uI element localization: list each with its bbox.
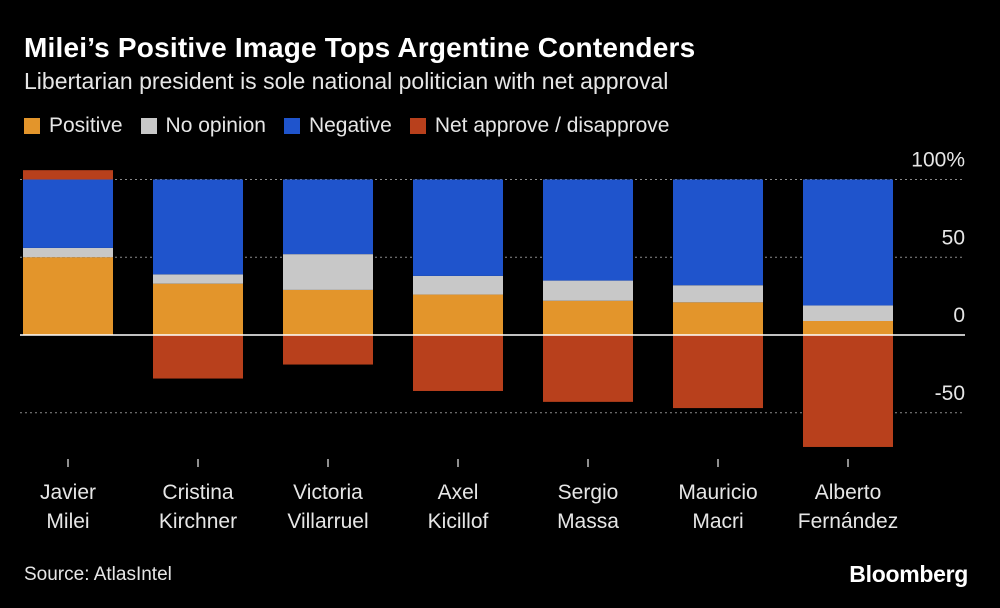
bar-negative-5: [673, 179, 763, 286]
bar-net-0: [23, 170, 113, 180]
legend-item-positive: Positive: [24, 114, 123, 138]
bar-net-6: [803, 335, 893, 447]
bar-net-5: [673, 335, 763, 409]
x-tick-label-1-1: Kirchner: [159, 510, 237, 533]
legend-label-no-opinion: No opinion: [165, 114, 266, 137]
legend-swatch-no-opinion: [140, 118, 157, 134]
legend-label-positive: Positive: [49, 114, 123, 137]
y-tick-label-1: 50: [942, 226, 965, 249]
bar-positive-4: [543, 300, 633, 335]
bar-net-1: [153, 335, 243, 379]
bar-net-4: [543, 335, 633, 402]
bar-negative-0: [23, 179, 113, 248]
legend-swatch-net: [409, 118, 426, 134]
bar-no-opinion-6: [803, 305, 893, 322]
x-tick-label-3-1: Kicillof: [428, 510, 489, 533]
x-tick-label-0-0: Javier: [40, 481, 96, 504]
bar-net-2: [283, 335, 373, 365]
y-tick-label-2: 0: [953, 304, 965, 327]
x-tick-label-2-1: Villarruel: [287, 510, 368, 533]
bar-positive-6: [803, 321, 893, 335]
bar-positive-1: [153, 283, 243, 335]
x-tick-label-4-1: Massa: [557, 510, 619, 533]
bar-negative-1: [153, 179, 243, 275]
y-tick-label-3: -50: [935, 382, 965, 405]
legend-item-net: Net approve / disapprove: [409, 114, 670, 138]
bar-net-3: [413, 335, 503, 391]
bar-no-opinion-2: [283, 254, 373, 290]
chart-title: Milei’s Positive Image Tops Argentine Co…: [24, 32, 696, 63]
bar-positive-0: [23, 257, 113, 335]
x-tick-label-1-0: Cristina: [162, 481, 234, 504]
y-tick-label-0: 100%: [911, 149, 965, 172]
x-tick-label-6-0: Alberto: [815, 481, 882, 504]
x-tick-label-5-0: Mauricio: [678, 481, 757, 504]
bloomberg-logo: Bloomberg: [849, 561, 968, 587]
legend-label-negative: Negative: [308, 114, 392, 137]
x-tick-label-5-1: Macri: [692, 510, 743, 533]
bar-no-opinion-1: [153, 274, 243, 284]
bar-positive-3: [413, 294, 503, 335]
bar-positive-5: [673, 302, 763, 335]
bar-no-opinion-0: [23, 247, 113, 258]
legend-item-negative: Negative: [283, 114, 392, 138]
bar-no-opinion-5: [673, 285, 763, 303]
bar-negative-6: [803, 179, 893, 306]
x-tick-label-0-1: Milei: [46, 510, 89, 533]
bar-negative-3: [413, 179, 503, 276]
legend: Positive No opinion Negative Net approve…: [24, 114, 687, 138]
bar-positive-2: [283, 289, 373, 335]
bar-no-opinion-4: [543, 280, 633, 301]
legend-item-no-opinion: No opinion: [140, 114, 266, 138]
bar-no-opinion-3: [413, 275, 503, 295]
bar-negative-2: [283, 179, 373, 255]
x-tick-label-3-0: Axel: [438, 481, 479, 504]
bar-negative-4: [543, 179, 633, 281]
x-tick-label-4-0: Sergio: [558, 481, 619, 504]
chart-subtitle: Libertarian president is sole national p…: [24, 68, 669, 94]
source-note: Source: AtlasIntel: [24, 564, 172, 585]
legend-swatch-positive: [24, 118, 40, 134]
x-tick-label-2-0: Victoria: [293, 481, 363, 504]
legend-label-net: Net approve / disapprove: [434, 114, 670, 137]
x-tick-label-6-1: Fernández: [798, 510, 898, 533]
legend-swatch-negative: [283, 118, 300, 134]
